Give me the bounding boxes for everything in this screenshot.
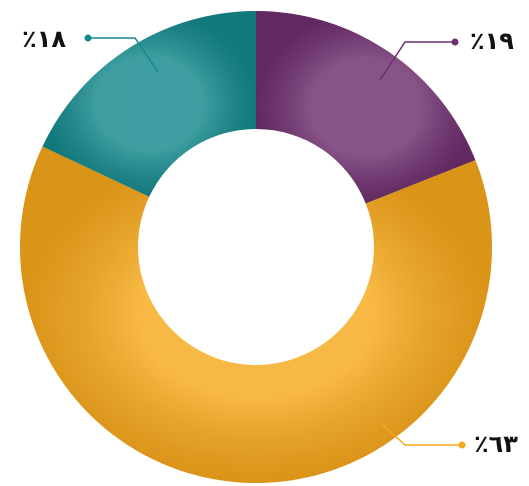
slice-shade (42, 11, 256, 197)
slice-shade (256, 11, 476, 204)
value-label: ٪١٨ (22, 25, 66, 53)
leader-line (379, 41, 455, 81)
slice-shade (19, 146, 493, 483)
leader-line (88, 37, 159, 73)
value-label: ٪٦٣ (474, 430, 518, 458)
leader-dot (451, 38, 459, 46)
leader-line (379, 421, 462, 446)
value-label: ٪١٩ (470, 27, 514, 55)
leader-dot (458, 441, 466, 449)
leader-dot (84, 34, 92, 42)
